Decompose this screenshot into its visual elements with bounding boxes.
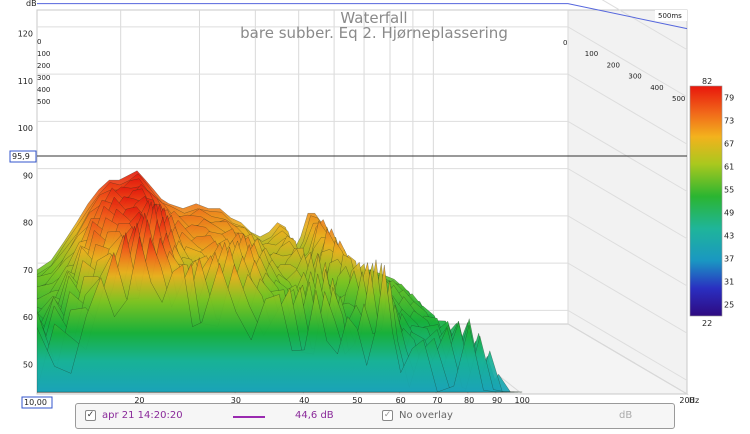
depth-tick-left: 500 [37,98,50,106]
colorbar-tick-label: 79 [724,94,734,103]
depth-tick-left: 100 [37,50,50,58]
depth-tick-left: 400 [37,86,50,94]
colorbar-tick-label: 43 [724,232,734,241]
colorbar-tick-label: 25 [724,301,734,310]
colorbar-tick-label: 37 [724,255,734,264]
grid-line-side [567,262,688,334]
depth-tick-left: 300 [37,74,50,82]
colorbar-tick-label: 73 [724,117,734,126]
x-tick-label: 20 [134,396,144,405]
grid-line-side [567,168,688,240]
x-tick-label: 70 [432,396,442,405]
x-tick-label: 100 [515,396,530,405]
y-tick-label: 100 [18,124,33,133]
grid-line-floor [567,323,688,395]
y-unit-label: dB [26,0,37,8]
depth-tick-right: 100 [585,50,598,58]
y-tick-label: 50 [23,360,33,369]
y-tick-label: 110 [18,77,33,86]
y-tick-label: 120 [18,30,33,39]
colorbar-min-label: 22 [702,319,712,328]
measurement-color-swatch [233,416,265,418]
colorbar-tick-label: 31 [724,278,734,287]
depth-tick-right: 400 [650,84,663,92]
y-marker-box [9,150,37,163]
y-tick-label: 80 [23,219,33,228]
grid-line-side [567,309,688,381]
depth-tick-left: 200 [37,62,50,70]
x-tick-label: 80 [464,396,474,405]
time-span-box [655,10,687,21]
grid-line-side [567,73,688,145]
measurement-name[interactable]: apr 21 14:20:20 [102,410,183,421]
x-tick-label: 40 [299,396,309,405]
x-tick-label: 60 [396,396,406,405]
y-tick-label: 90 [23,171,33,180]
level-line [37,3,688,30]
x-tick-label: 200 [679,396,694,405]
overlay-unit: dB [619,410,633,421]
depth-tick-right: 300 [628,73,641,81]
y-axis-ticks: 50 60 70 80 90 100 110 120 [18,30,33,370]
depth-tick-right: 500 [672,95,685,103]
time-span-label: 500ms [658,12,682,20]
y-tick-label: 60 [23,313,33,322]
depth-axis-ticks: 0 100 200 300 400 500 0 100 200 300 400 500 [37,38,685,106]
colorbar-tick-label: 55 [724,186,734,195]
legend-bar: ✓ apr 21 14:20:20 44,6 dB ✓ No overlay d… [75,403,675,429]
measurement-checkbox[interactable]: ✓ [85,410,96,421]
colorbar-tick-label: 67 [724,140,734,149]
colorbar-tick-label: 49 [724,209,734,218]
depth-tick-right: 0 [563,39,567,47]
x-unit-label: Hz [689,396,699,405]
overlay-checkbox[interactable]: ✓ [382,410,393,421]
waterfall-surface [37,170,523,393]
color-scale: 82 22 79 73 67 61 55 49 43 37 31 25 [689,77,734,328]
depth-tick-left: 0 [37,38,41,46]
colorbar-max-label: 82 [702,77,712,86]
x-tick-label: 30 [231,396,241,405]
colorbar-tick-label: 61 [724,163,734,172]
x-tick-label: 90 [492,396,502,405]
measurement-value: 44,6 dB [295,410,334,421]
chart-subtitle: bare subber. Eq 2. Hjørneplassering [240,24,508,42]
y-bottom-label: 10,00 [24,398,47,407]
overlay-label: No overlay [399,410,453,421]
grid-line-side [567,215,688,287]
x-tick-label: 50 [352,396,362,405]
chart-title: Waterfall [340,9,407,27]
y-marker-label: 95,9 [12,152,30,161]
waterfall-slice [37,236,523,393]
y-bottom-box[interactable] [21,396,53,409]
grid-line-side [601,0,688,51]
depth-tick-right: 200 [607,61,620,69]
y-tick-label: 70 [23,266,33,275]
grid-line-side [567,26,688,98]
